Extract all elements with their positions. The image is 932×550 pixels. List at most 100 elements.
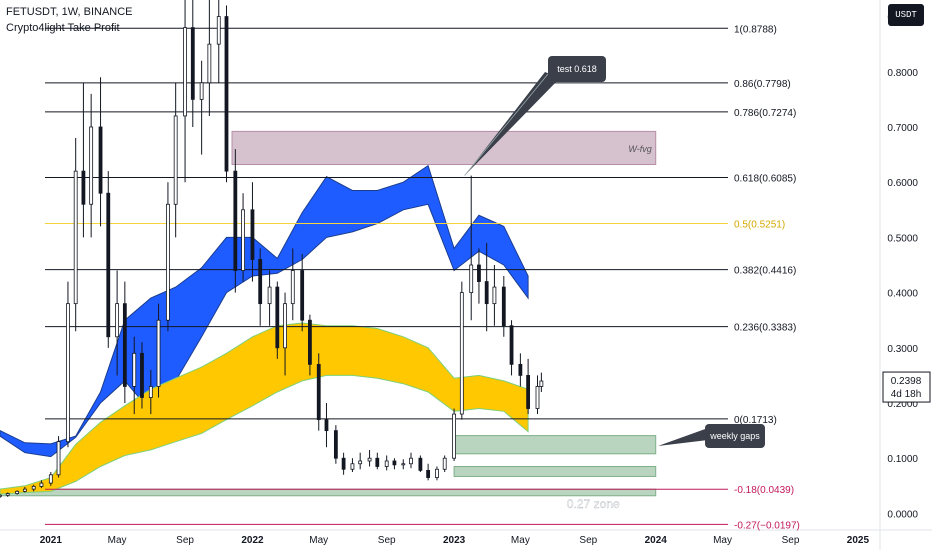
candle-body-7 bbox=[56, 441, 61, 476]
candle-body-49 bbox=[409, 457, 413, 465]
candle-body-29 bbox=[241, 209, 245, 271]
candle-body-56 bbox=[469, 264, 474, 294]
x-tick-10: May bbox=[713, 535, 732, 546]
fib-label-5: 0.382(0.4416) bbox=[734, 266, 796, 277]
x-tick-3: 2022 bbox=[241, 535, 264, 546]
candle-body-47 bbox=[392, 460, 397, 466]
callout-box-test bbox=[548, 56, 606, 82]
candle-body-19 bbox=[156, 319, 161, 387]
candle-body-50 bbox=[418, 457, 423, 471]
currency-logo-icon: USDT bbox=[888, 4, 924, 26]
candle-body-31 bbox=[258, 259, 263, 305]
candle-body-20 bbox=[166, 203, 170, 321]
callout-pointer-gaps bbox=[658, 428, 708, 446]
candle-body-43 bbox=[358, 460, 363, 465]
candle-body-57 bbox=[477, 264, 481, 282]
zone-note-text: 0.27 zone bbox=[567, 497, 620, 511]
candle-body-13 bbox=[106, 192, 111, 338]
x-tick-9: 2024 bbox=[645, 535, 668, 546]
candle-body-46 bbox=[384, 460, 389, 467]
callout-text-gaps: weekly gaps bbox=[709, 431, 760, 441]
candle-body-33 bbox=[275, 286, 280, 349]
price-tag-value: 0.2398 bbox=[891, 376, 922, 387]
candle-body-64 bbox=[535, 386, 540, 409]
candle-body-35 bbox=[290, 270, 295, 305]
fib-label-1: 0.86(0.7798) bbox=[734, 79, 791, 90]
candle-body-39 bbox=[324, 419, 329, 432]
fib-label-2: 0.786(0.7274) bbox=[734, 108, 796, 119]
x-tick-6: 2023 bbox=[443, 535, 466, 546]
candle-body-22 bbox=[183, 27, 187, 117]
candle-body-65 bbox=[539, 380, 544, 387]
y-tick-3: 0.6000 bbox=[887, 178, 918, 189]
x-tick-5: Sep bbox=[378, 535, 396, 546]
x-tick-12: 2025 bbox=[847, 535, 870, 546]
candle-body-18 bbox=[148, 386, 153, 398]
fib-label-6: 0.236(0.3383) bbox=[734, 323, 796, 334]
candle-body-21 bbox=[173, 115, 178, 205]
band-1 bbox=[0, 322, 529, 495]
candle-body-53 bbox=[442, 457, 447, 470]
candle-body-58 bbox=[484, 281, 489, 305]
y-tick-7: 0.2000 bbox=[887, 399, 918, 410]
x-tick-11: Sep bbox=[782, 535, 800, 546]
candle-body-30 bbox=[250, 209, 255, 260]
candle-body-11 bbox=[89, 126, 94, 205]
price-tag-box bbox=[882, 371, 931, 403]
candle-body-12 bbox=[98, 126, 103, 194]
candle-body-0 bbox=[0, 494, 2, 497]
zone-3 bbox=[0, 488, 657, 497]
y-tick-5: 0.4000 bbox=[887, 289, 918, 300]
candle-body-42 bbox=[350, 463, 355, 470]
y-tick-4: 0.5000 bbox=[887, 233, 918, 244]
candle-body-60 bbox=[501, 286, 506, 327]
y-tick-6: 0.3000 bbox=[887, 344, 918, 355]
y-tick-9: 0.0000 bbox=[887, 509, 918, 520]
fib-label-0: 1(0.8788) bbox=[734, 24, 777, 35]
candle-body-5 bbox=[39, 482, 44, 487]
candle-body-10 bbox=[81, 170, 86, 205]
fib-label-8: -0.18(0.0439) bbox=[734, 485, 794, 496]
candle-body-59 bbox=[492, 286, 497, 305]
callout-pointer-test bbox=[464, 72, 560, 176]
zone-2 bbox=[453, 466, 657, 477]
fib-label-7: 0(0.1713) bbox=[734, 415, 777, 426]
candle-body-41 bbox=[341, 457, 346, 470]
candle-body-24 bbox=[199, 82, 204, 100]
indicator-name: Crypto4light Take Profit bbox=[6, 22, 120, 34]
y-tick-8: 0.1000 bbox=[887, 454, 918, 465]
callout-text-test: test 0.618 bbox=[557, 64, 597, 74]
candle-body-61 bbox=[509, 325, 514, 365]
candle-body-45 bbox=[375, 457, 380, 467]
candle-body-23 bbox=[190, 27, 195, 100]
callout-line-test bbox=[464, 73, 549, 176]
x-tick-8: Sep bbox=[579, 535, 597, 546]
zone-label-0: W-fvg bbox=[628, 144, 651, 154]
fib-label-4: 0.5(0.5251) bbox=[734, 220, 785, 231]
y-tick-2: 0.7000 bbox=[887, 123, 918, 134]
candle-body-32 bbox=[267, 286, 272, 305]
candle-body-40 bbox=[333, 430, 338, 459]
x-tick-4: May bbox=[309, 535, 328, 546]
candle-body-3 bbox=[22, 488, 27, 492]
fib-label-9: -0.27(−0.0197) bbox=[734, 520, 800, 531]
candle-body-36 bbox=[300, 270, 305, 321]
candle-body-48 bbox=[401, 463, 406, 466]
price-tag-countdown: 4d 18h bbox=[891, 389, 922, 400]
candle-body-8 bbox=[66, 303, 70, 443]
candle-body-52 bbox=[435, 468, 439, 478]
symbol-title: FETUSDT, 1W, BINANCE bbox=[6, 6, 133, 18]
candle-body-15 bbox=[122, 303, 127, 387]
candle-body-28 bbox=[233, 170, 238, 271]
candle-body-62 bbox=[518, 363, 523, 376]
candle-body-44 bbox=[367, 457, 372, 462]
candle-body-1 bbox=[5, 493, 10, 496]
candle-body-55 bbox=[459, 292, 464, 415]
x-tick-1: May bbox=[108, 535, 127, 546]
candle-body-26 bbox=[216, 16, 221, 45]
candle-body-51 bbox=[426, 469, 431, 478]
candle-body-34 bbox=[283, 303, 287, 349]
zone-1 bbox=[453, 435, 657, 455]
x-tick-0: 2021 bbox=[40, 535, 63, 546]
